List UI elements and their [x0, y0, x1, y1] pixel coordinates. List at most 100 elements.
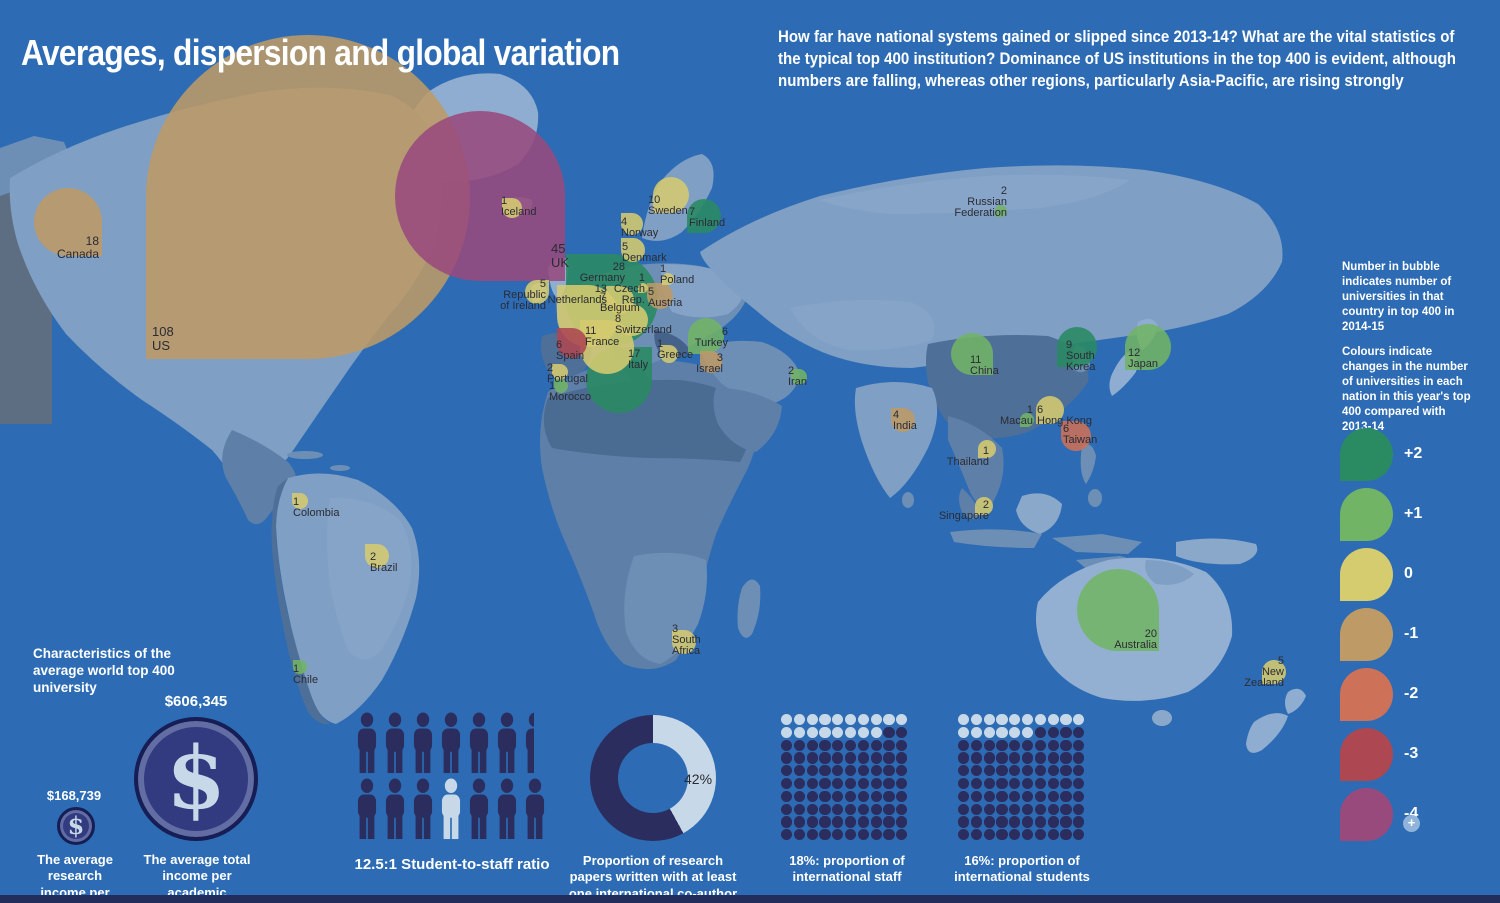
dot-home [781, 829, 793, 841]
dot-home [1073, 829, 1085, 841]
dot-home [1047, 816, 1059, 828]
dot-home [870, 803, 882, 815]
bubble-south-korea [1057, 327, 1097, 367]
dot-international [958, 726, 970, 738]
dot-home [857, 739, 869, 751]
dot-home [1047, 803, 1059, 815]
pictogram-row [353, 712, 534, 774]
bubble-singapore [975, 497, 993, 515]
dot-home [958, 777, 970, 790]
ratio-caption: 12.5:1 Student-to-staff ratio [354, 856, 550, 873]
bubble-label-italy: 17 Italy [628, 348, 649, 371]
dot-international [870, 714, 882, 726]
dot-home [1009, 816, 1021, 828]
bubble-label-china: 11 China [970, 354, 999, 377]
dot-home [806, 816, 818, 828]
dot-international [1073, 714, 1085, 726]
zoom-in-control[interactable]: + [1403, 815, 1420, 832]
bubble-label-singapore: 2 Singapore [938, 499, 989, 522]
dot-home [996, 765, 1008, 777]
dot-home [819, 816, 831, 828]
dot-home [781, 816, 793, 828]
dot-home [832, 752, 844, 764]
dot-home [781, 752, 793, 764]
dot-home [970, 765, 982, 777]
dot-home [832, 739, 844, 751]
bubble-austria [647, 283, 673, 309]
dot-home [832, 816, 844, 828]
dot-home [1009, 765, 1021, 777]
dollar-coin-small: $ [57, 807, 95, 845]
dot-home [1034, 752, 1046, 764]
dot-international [844, 714, 857, 726]
bubble-belgium [606, 286, 634, 314]
dot-home [958, 739, 970, 751]
bubble-iceland [502, 198, 522, 218]
dot-home [793, 739, 805, 751]
dot-international [1034, 714, 1046, 726]
dollar-coin-large: $ [134, 717, 258, 841]
bubble-label-uk: 45 UK [551, 241, 570, 270]
bubble-label-chile: 1 Chile [293, 663, 319, 686]
dot-home [819, 765, 831, 777]
dot-home [883, 739, 895, 751]
legend-swatch-value: 0 [1404, 565, 1413, 582]
dot-home [1009, 777, 1021, 790]
dot-home [983, 816, 995, 828]
dot-international [819, 726, 831, 738]
dot-international [996, 726, 1008, 738]
dot-international [883, 714, 895, 726]
dot-home [1009, 803, 1021, 815]
dot-home [883, 816, 895, 828]
dot-home [1047, 752, 1059, 764]
dot-home [832, 777, 844, 790]
bubble-uk [395, 111, 565, 281]
dot-home [883, 829, 895, 841]
dot-home [857, 777, 869, 790]
bubble-new-zealand [1262, 660, 1286, 684]
dot-home [896, 752, 908, 764]
dot-international [970, 726, 982, 738]
dot-home [857, 765, 869, 777]
bubble-norway [621, 213, 643, 235]
bubble-finland [687, 199, 721, 233]
dot-home [870, 829, 882, 841]
legend-swatch-value: +2 [1404, 445, 1423, 462]
dot-home [844, 829, 857, 841]
dot-home [819, 790, 831, 802]
dot-home [983, 790, 995, 802]
dot-home [793, 803, 805, 815]
dot-home [857, 803, 869, 815]
bubble-label-hong-kong: 6 Hong Kong [1037, 404, 1093, 427]
dot-home [1034, 726, 1046, 738]
bubble-iran [791, 369, 807, 385]
dot-home [1047, 765, 1059, 777]
dot-home [1073, 739, 1085, 751]
dot-home [806, 803, 818, 815]
dot-home [896, 777, 908, 790]
bubble-canada [34, 188, 102, 256]
bubble-label-new-zealand: 5 New Zealand [1244, 655, 1284, 689]
dot-home [958, 816, 970, 828]
bubble-chile [293, 660, 307, 674]
dot-home [832, 790, 844, 802]
bubble-label-iran: 2 Iran [788, 365, 807, 388]
dot-home [983, 829, 995, 841]
legend-note-colours: Colours indicate changes in the number o… [1342, 345, 1471, 434]
dot-international [1060, 714, 1072, 726]
dot-home [870, 739, 882, 751]
student-figure [353, 712, 381, 774]
bubble-label-netherlands: 13 Netherlands [547, 283, 607, 306]
dot-home [1021, 829, 1034, 841]
dot-home [832, 765, 844, 777]
dot-home [1060, 829, 1072, 841]
dot-home [883, 752, 895, 764]
dot-home [1034, 829, 1046, 841]
dot-home [1073, 803, 1085, 815]
students-matrix-caption: 16%: proportion of international student… [954, 853, 1090, 885]
bubble-label-iceland: 1 Iceland [501, 195, 537, 218]
legend-swatch--4 [1340, 788, 1393, 841]
bubble-label-thailand: 1 Thailand [946, 445, 989, 468]
dot-home [1021, 777, 1034, 790]
bubble-portugal [552, 364, 568, 380]
